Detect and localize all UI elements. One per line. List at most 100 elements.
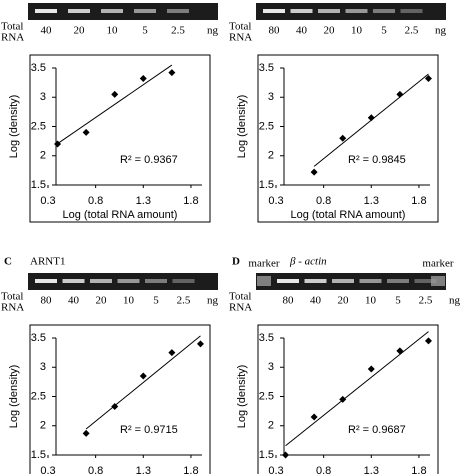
gel-band bbox=[117, 279, 140, 283]
y-tick-label: 2.5 bbox=[31, 390, 46, 402]
y-tick-label: 1.5 bbox=[31, 449, 46, 461]
y-tick-label: 2.5 bbox=[259, 390, 274, 402]
r-squared: R² = 0.9715 bbox=[120, 424, 178, 436]
gel-band bbox=[263, 9, 285, 13]
x-tick-label: 0.3 bbox=[40, 195, 55, 207]
lane-label: 10 bbox=[123, 295, 135, 307]
lane-label: 80 bbox=[269, 25, 281, 37]
x-tick-label: 0.3 bbox=[268, 195, 283, 207]
marker-label: marker bbox=[248, 258, 279, 270]
y-tick-label: 3 bbox=[40, 361, 46, 373]
lane-label: 2.5 bbox=[405, 25, 419, 37]
x-tick-label: 1.8 bbox=[183, 195, 198, 207]
x-tick-label: 1.3 bbox=[136, 195, 151, 207]
trendline bbox=[85, 335, 201, 430]
lane-label: 40 bbox=[68, 295, 80, 307]
lane-axis-label: RNA bbox=[1, 32, 24, 44]
lane-label: 40 bbox=[296, 25, 308, 37]
gel-band bbox=[62, 279, 85, 283]
lane-axis-label: Total bbox=[1, 291, 23, 303]
data-point bbox=[282, 451, 290, 459]
marker-band bbox=[431, 276, 445, 286]
lane-axis-label: RNA bbox=[1, 302, 24, 314]
lane-unit: ng bbox=[449, 295, 461, 307]
y-tick-label: 2 bbox=[40, 150, 46, 162]
gel-band bbox=[332, 279, 354, 283]
y-axis-label: Log (density) bbox=[236, 365, 248, 429]
gel-band bbox=[414, 279, 437, 283]
lane-label: 10 bbox=[351, 25, 363, 37]
lane-axis-label: RNA bbox=[229, 32, 252, 44]
y-axis-label: Log (density) bbox=[8, 365, 20, 429]
chart-frame bbox=[257, 54, 439, 223]
lane-axis-label: Total bbox=[229, 291, 251, 303]
lane-label: 20 bbox=[338, 295, 350, 307]
lane-label: 20 bbox=[324, 25, 336, 37]
lane-unit: ng bbox=[207, 25, 219, 37]
gel-band bbox=[68, 9, 90, 13]
gel-band bbox=[359, 279, 382, 283]
lane-label: 40 bbox=[310, 295, 322, 307]
data-point bbox=[339, 395, 347, 403]
y-tick-label: 2 bbox=[40, 420, 46, 432]
trendline bbox=[57, 64, 173, 145]
data-point bbox=[367, 114, 375, 122]
y-axis-label: Log (density) bbox=[8, 95, 20, 159]
y-tick-label: 1.5 bbox=[31, 179, 46, 191]
y-tick-label: 3 bbox=[268, 91, 274, 103]
lane-label: 40 bbox=[41, 25, 53, 37]
x-tick-label: 1.8 bbox=[411, 195, 426, 207]
chart-frame bbox=[29, 54, 211, 223]
data-point bbox=[310, 413, 318, 421]
gel-band bbox=[345, 9, 368, 13]
data-point bbox=[339, 134, 347, 142]
panel-letter: C bbox=[4, 256, 12, 268]
gel-band bbox=[304, 279, 327, 283]
chart-frame bbox=[257, 324, 439, 474]
y-tick-label: 3.5 bbox=[31, 332, 46, 344]
y-tick-label: 1.5 bbox=[259, 179, 274, 191]
x-tick-label: 1.3 bbox=[136, 465, 151, 474]
gel-band bbox=[167, 9, 189, 13]
x-axis-label: Log (total RNA amount) bbox=[291, 209, 406, 221]
y-tick-label: 3 bbox=[40, 91, 46, 103]
data-point bbox=[111, 402, 119, 410]
data-point bbox=[424, 75, 432, 83]
panel-title: β - actin bbox=[289, 256, 327, 268]
gel-band bbox=[90, 279, 112, 283]
lane-label: 5 bbox=[153, 295, 159, 307]
panel-letter: D bbox=[232, 256, 240, 268]
x-tick-label: 1.3 bbox=[364, 465, 379, 474]
data-point bbox=[396, 90, 404, 98]
x-tick-label: 1.3 bbox=[364, 195, 379, 207]
lane-label: 5 bbox=[395, 295, 401, 307]
gel-band bbox=[373, 9, 395, 13]
gel-band bbox=[35, 279, 57, 283]
lane-label: 80 bbox=[41, 295, 53, 307]
panel-title: ARNT1 bbox=[30, 256, 65, 268]
lane-axis-label: RNA bbox=[229, 302, 252, 314]
marker-band bbox=[257, 276, 271, 286]
lane-unit: ng bbox=[435, 25, 447, 37]
data-point bbox=[111, 90, 119, 98]
lane-axis-label: Total bbox=[229, 21, 251, 33]
data-point bbox=[82, 429, 90, 437]
gel-band bbox=[101, 9, 123, 13]
lane-label: 10 bbox=[107, 25, 119, 37]
y-tick-label: 2 bbox=[268, 150, 274, 162]
lane-label: 5 bbox=[142, 25, 148, 37]
lane-label: 80 bbox=[283, 295, 295, 307]
lane-unit: ng bbox=[207, 295, 219, 307]
lane-label: 2.5 bbox=[419, 295, 433, 307]
gel-band bbox=[172, 279, 195, 283]
x-tick-label: 0.8 bbox=[88, 195, 103, 207]
r-squared: R² = 0.9687 bbox=[348, 424, 406, 436]
data-point bbox=[196, 340, 204, 348]
lane-axis-label: Total bbox=[1, 21, 23, 33]
y-axis-label: Log (density) bbox=[236, 95, 248, 159]
